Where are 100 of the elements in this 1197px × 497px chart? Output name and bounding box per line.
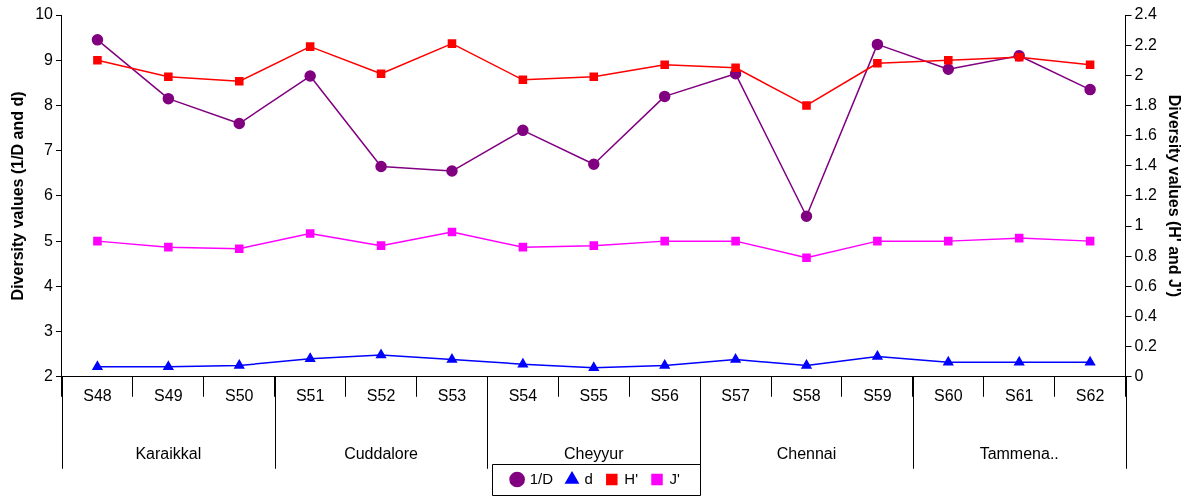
point [447, 39, 457, 48]
point [800, 210, 813, 222]
point [731, 63, 740, 73]
x-tick-label: S61 [1004, 386, 1034, 404]
point [872, 350, 883, 360]
y-tick-label: 2 [44, 367, 54, 385]
y-tick-label: 10 [35, 5, 54, 23]
point [517, 124, 529, 137]
y2-tick-label: 0.4 [1134, 306, 1157, 324]
point [93, 236, 102, 246]
point [871, 38, 884, 51]
point [588, 362, 599, 372]
x-tick-label: S59 [863, 386, 892, 404]
point [1014, 356, 1025, 366]
point [1085, 60, 1095, 70]
point [164, 242, 173, 252]
point [162, 92, 175, 105]
y-tick-label: 5 [44, 231, 54, 249]
point [731, 236, 740, 246]
point [375, 160, 387, 173]
point [802, 101, 811, 110]
x-tick-label: S55 [579, 386, 609, 404]
point [517, 358, 528, 368]
point [944, 236, 953, 246]
text: Cuddalore [344, 445, 419, 463]
y2-tick-label: 1.8 [1134, 95, 1157, 113]
y-tick-label: 7 [44, 141, 54, 159]
point [518, 242, 528, 252]
point [1014, 233, 1024, 243]
y2-tick-label: 1.6 [1134, 126, 1157, 144]
point [164, 72, 173, 82]
point [660, 236, 669, 246]
x-tick-label: S49 [154, 386, 183, 404]
point [801, 359, 812, 369]
y2-tick-label: 1 [1134, 216, 1144, 234]
legend-label: J' [669, 469, 681, 487]
y2-tick-label: 0 [1134, 367, 1144, 385]
point [658, 90, 671, 103]
point [304, 70, 316, 82]
point [1085, 356, 1096, 366]
point [376, 241, 386, 250]
y-tick-label: 3 [44, 321, 54, 339]
y2-tick-label: 2.2 [1134, 35, 1157, 53]
text: Karaikkal [135, 445, 202, 463]
x-tick-label: S51 [295, 386, 325, 404]
point [589, 72, 599, 82]
y2-tick-label: 1.4 [1134, 156, 1157, 174]
point [873, 58, 882, 68]
point [376, 69, 386, 79]
point [944, 55, 953, 65]
y2-tick-label: 0.8 [1134, 246, 1157, 264]
point [518, 75, 528, 85]
legend-label: d [584, 469, 593, 487]
text: Cheyyur [563, 445, 625, 463]
point [730, 353, 741, 363]
y2-tick-label: 0.6 [1134, 276, 1157, 294]
x-tick-label: S53 [437, 386, 467, 404]
point [588, 158, 600, 170]
legend-label: 1/D [529, 469, 554, 487]
point [873, 236, 882, 246]
point [91, 34, 104, 46]
y2-tick-label: 1.2 [1134, 186, 1157, 204]
point [163, 361, 174, 371]
point [659, 359, 670, 369]
y-tick-label: 9 [44, 50, 54, 68]
x-tick-label: S62 [1075, 386, 1105, 404]
x-tick-label: S48 [83, 386, 112, 404]
x-tick-label: S60 [934, 386, 963, 404]
x-tick-label: S56 [650, 386, 680, 404]
point [305, 42, 315, 51]
y2-tick-label: 2 [1134, 65, 1144, 83]
point [446, 353, 458, 363]
x-tick-label: S54 [508, 386, 538, 404]
point [1085, 236, 1095, 246]
point [234, 77, 244, 86]
point [92, 361, 103, 371]
point [943, 356, 954, 366]
point [802, 253, 811, 262]
point [942, 63, 955, 76]
point [305, 352, 316, 362]
point [234, 244, 244, 253]
point [93, 55, 102, 65]
point [446, 165, 458, 177]
point [233, 117, 246, 130]
text: Chennai [776, 445, 837, 463]
point [660, 60, 669, 70]
point [1084, 83, 1096, 96]
y-tick-label: 6 [44, 186, 54, 204]
x-tick-label: S52 [366, 386, 396, 404]
legend-label: H' [624, 469, 639, 487]
text: Tammena.. [979, 445, 1059, 463]
y-tick-label: 4 [44, 276, 54, 294]
x-tick-label: S58 [792, 386, 821, 404]
y-axis-title: Diversity values (1/D and d) [9, 91, 27, 301]
point [375, 349, 387, 359]
y2-tick-label: 2.4 [1134, 5, 1157, 23]
point [589, 241, 599, 250]
point [447, 227, 457, 237]
y2-axis-title: Diversity values (H' and J') [1165, 94, 1183, 298]
x-tick-label: S57 [721, 386, 750, 404]
